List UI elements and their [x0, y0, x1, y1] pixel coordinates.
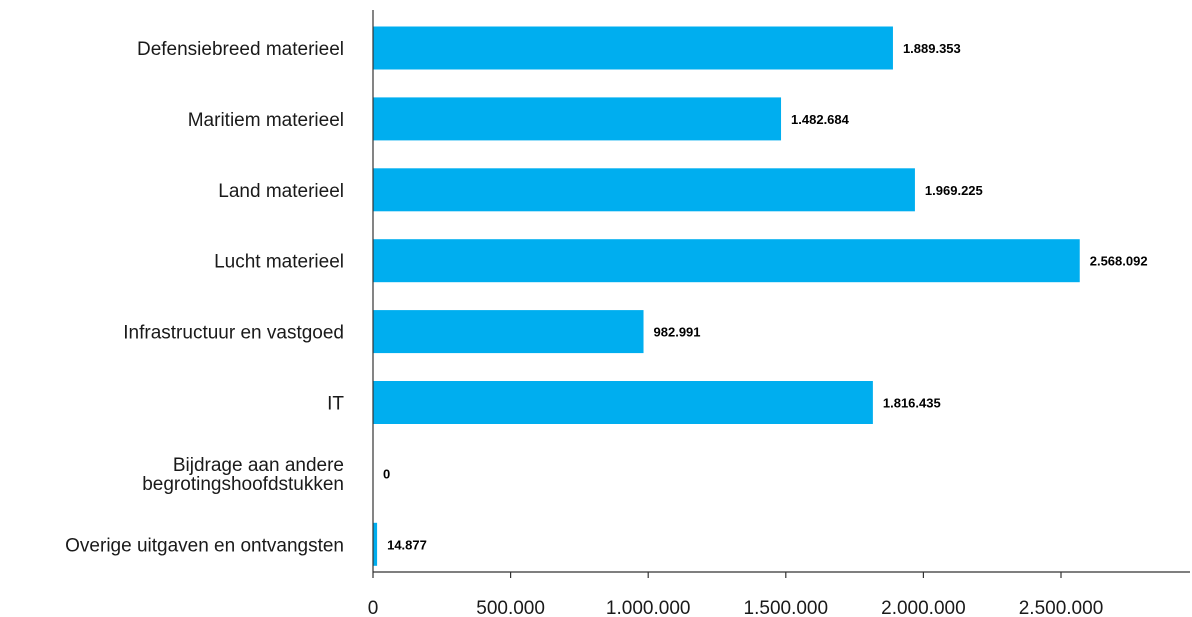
category-label: Defensiebreed materieel: [137, 39, 344, 60]
category-label: Lucht materieel: [214, 252, 344, 273]
bar: [373, 168, 915, 212]
value-labels: 1.889.353 1.482.684 1.969.225 2.568.092 982.…: [383, 41, 1148, 552]
bar: [373, 381, 873, 424]
data-label: 1.889.353: [903, 41, 961, 56]
category-label: IT: [327, 394, 344, 415]
x-tick-label: 0: [368, 598, 379, 617]
data-label: 982.991: [654, 325, 701, 340]
category-label: Infrastructuur en vastgoed: [123, 323, 344, 344]
category-label: Maritiem materieel: [188, 110, 344, 131]
x-tick-label: 1.500.000: [744, 598, 829, 617]
category-label: begrotingshoofdstukken: [142, 474, 344, 495]
bar: [373, 26, 893, 70]
bar: [373, 239, 1080, 283]
bar: [373, 310, 644, 354]
x-axis-ticks: 0 500.000 1.000.000 1.500.000 2.000.000 2.500…: [368, 572, 1104, 617]
bar: [373, 522, 378, 566]
category-label: Bijdrage aan andere: [173, 455, 344, 476]
bars: [373, 26, 1080, 566]
category-labels: Defensiebreed materieel Maritiem materiee…: [65, 39, 344, 556]
data-label: 14.877: [387, 537, 427, 552]
data-label: 1.816.435: [883, 396, 941, 411]
data-label: 0: [383, 466, 390, 481]
category-label: Land materieel: [218, 181, 344, 202]
bar: [373, 97, 782, 141]
category-label: Overige uitgaven en ontvangsten: [65, 535, 344, 556]
x-tick-label: 2.500.000: [1019, 598, 1104, 617]
data-label: 2.568.092: [1090, 254, 1148, 269]
x-tick-label: 1.000.000: [606, 598, 691, 617]
x-tick-label: 500.000: [476, 598, 545, 617]
data-label: 1.969.225: [925, 183, 983, 198]
x-tick-label: 2.000.000: [881, 598, 966, 617]
data-label: 1.482.684: [791, 112, 850, 127]
